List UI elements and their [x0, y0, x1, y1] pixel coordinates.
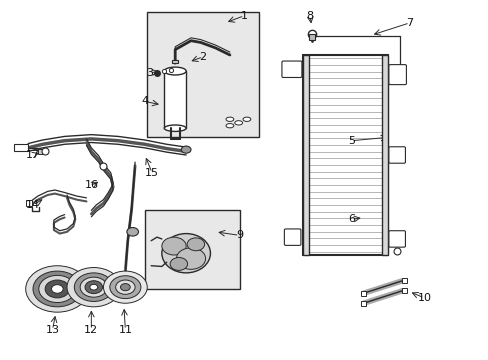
Circle shape: [162, 237, 186, 255]
Bar: [381, 55, 387, 255]
Circle shape: [120, 284, 130, 291]
Text: 5: 5: [347, 136, 354, 146]
Text: 4: 4: [141, 96, 148, 107]
Text: 15: 15: [145, 168, 159, 178]
Text: 1: 1: [241, 11, 247, 21]
Circle shape: [103, 271, 147, 303]
Circle shape: [45, 280, 69, 298]
FancyBboxPatch shape: [388, 231, 405, 247]
Circle shape: [67, 267, 120, 307]
FancyBboxPatch shape: [284, 229, 300, 246]
Text: 6: 6: [347, 214, 354, 224]
Circle shape: [51, 285, 63, 293]
Text: 11: 11: [118, 325, 132, 335]
FancyBboxPatch shape: [282, 61, 301, 77]
Bar: [401, 278, 406, 283]
Circle shape: [33, 271, 81, 307]
Ellipse shape: [162, 234, 210, 273]
Ellipse shape: [164, 125, 186, 131]
Ellipse shape: [225, 117, 233, 121]
Text: 8: 8: [306, 11, 313, 21]
Ellipse shape: [243, 117, 250, 121]
Text: 9: 9: [236, 230, 243, 240]
Text: 13: 13: [45, 325, 60, 335]
Bar: [26, 200, 31, 206]
Bar: [302, 55, 308, 255]
Text: 7: 7: [406, 18, 412, 28]
Circle shape: [80, 277, 107, 297]
Text: 12: 12: [84, 325, 98, 335]
Circle shape: [39, 275, 76, 302]
Ellipse shape: [234, 121, 242, 125]
Circle shape: [26, 266, 89, 312]
FancyBboxPatch shape: [388, 147, 405, 163]
Bar: [147, 12, 259, 137]
Text: 2: 2: [199, 52, 206, 62]
Ellipse shape: [164, 67, 186, 75]
Bar: [361, 291, 366, 296]
Bar: [144, 210, 239, 289]
Text: 16: 16: [84, 180, 98, 190]
Text: 10: 10: [417, 293, 430, 303]
Bar: [164, 71, 186, 128]
Bar: [38, 149, 45, 154]
Bar: [361, 301, 366, 306]
Text: 14: 14: [26, 200, 40, 210]
Circle shape: [176, 248, 205, 269]
Bar: [14, 144, 28, 152]
Circle shape: [90, 284, 98, 290]
Text: 3: 3: [146, 68, 153, 78]
Circle shape: [74, 273, 113, 301]
Circle shape: [85, 281, 102, 294]
Circle shape: [187, 238, 204, 251]
Circle shape: [126, 228, 138, 236]
Bar: [302, 55, 387, 255]
Circle shape: [181, 146, 191, 153]
Bar: [172, 60, 178, 63]
Text: 17: 17: [26, 150, 40, 160]
Circle shape: [170, 257, 187, 270]
Circle shape: [116, 280, 135, 294]
Circle shape: [110, 276, 141, 298]
Bar: [401, 288, 406, 293]
Ellipse shape: [225, 123, 233, 128]
FancyBboxPatch shape: [388, 64, 406, 85]
